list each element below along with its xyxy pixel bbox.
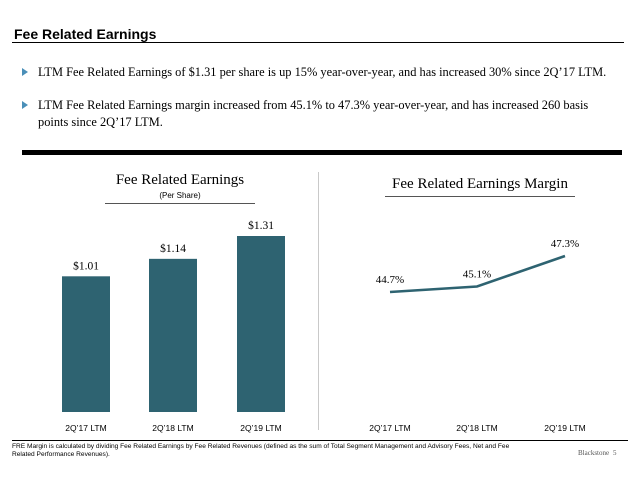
- footnote-divider: [12, 440, 628, 441]
- brand-name: Blackstone: [578, 449, 610, 457]
- line-x-tick-label: 2Q’19 LTM: [544, 423, 585, 433]
- title-divider: [12, 42, 624, 43]
- line-data-label: 45.1%: [463, 268, 491, 280]
- bar-x-tick-label: 2Q’19 LTM: [240, 423, 281, 433]
- page-title: Fee Related Earnings: [14, 26, 157, 42]
- line-chart-title: Fee Related Earnings Margin: [392, 176, 568, 192]
- line-data-label: 47.3%: [551, 238, 579, 250]
- line-series: [389, 254, 566, 294]
- footnote: FRE Margin is calculated by dividing Fee…: [12, 443, 510, 458]
- bar-x-tick-label: 2Q’18 LTM: [152, 423, 193, 433]
- bar-chart-subtitle: (Per Share): [159, 191, 201, 200]
- bar-3: [237, 236, 285, 412]
- line-x-tick-label: 2Q’17 LTM: [369, 423, 410, 433]
- bar-data-label: $1.01: [73, 259, 99, 272]
- section-divider: [22, 150, 622, 155]
- line-data-label: 44.7%: [376, 274, 404, 286]
- bar-2: [149, 258, 197, 412]
- line-x-tick-label: 2Q’18 LTM: [456, 423, 497, 433]
- bar-data-label: $1.14: [160, 242, 186, 255]
- chart-divider: [318, 172, 319, 430]
- bullet-triangle-icon: [22, 101, 28, 109]
- bar-chart-title-rule: [105, 203, 255, 204]
- bullet-text-1: LTM Fee Related Earnings of $1.31 per sh…: [38, 65, 607, 79]
- bullet-text-2: LTM Fee Related Earnings margin increase…: [38, 98, 589, 129]
- bullet-triangle-icon: [22, 68, 28, 76]
- page-number: 5: [613, 449, 617, 457]
- line-chart-title-rule: [385, 196, 575, 197]
- bar-x-tick-label: 2Q’17 LTM: [65, 423, 106, 433]
- bar-data-label: $1.31: [248, 219, 274, 232]
- bar-1: [62, 276, 110, 412]
- bullet-item-2: LTM Fee Related Earnings margin increase…: [22, 97, 620, 131]
- bullet-item-1: LTM Fee Related Earnings of $1.31 per sh…: [22, 64, 620, 81]
- bar-chart-title: Fee Related Earnings: [115, 172, 245, 188]
